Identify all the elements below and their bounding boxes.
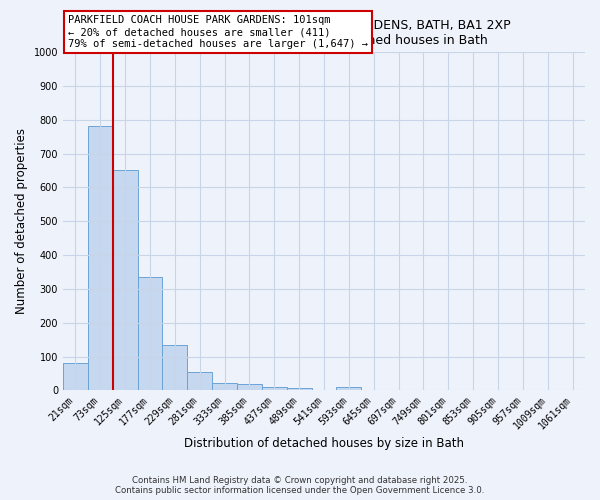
Title: PARKFIELD COACH HOUSE, PARK GARDENS, BATH, BA1 2XP
Size of property relative to : PARKFIELD COACH HOUSE, PARK GARDENS, BAT… — [137, 18, 510, 46]
Bar — [237, 384, 262, 390]
Bar — [337, 387, 361, 390]
Bar — [63, 362, 88, 390]
Y-axis label: Number of detached properties: Number of detached properties — [15, 128, 28, 314]
Bar — [287, 388, 311, 390]
Bar — [137, 277, 163, 390]
Bar — [212, 383, 237, 390]
X-axis label: Distribution of detached houses by size in Bath: Distribution of detached houses by size … — [184, 437, 464, 450]
Text: Contains HM Land Registry data © Crown copyright and database right 2025.
Contai: Contains HM Land Registry data © Crown c… — [115, 476, 485, 495]
Bar — [262, 387, 287, 390]
Text: PARKFIELD COACH HOUSE PARK GARDENS: 101sqm
← 20% of detached houses are smaller : PARKFIELD COACH HOUSE PARK GARDENS: 101s… — [68, 16, 368, 48]
Bar — [88, 126, 113, 390]
Bar — [113, 170, 137, 390]
Bar — [187, 372, 212, 390]
Bar — [163, 345, 187, 391]
